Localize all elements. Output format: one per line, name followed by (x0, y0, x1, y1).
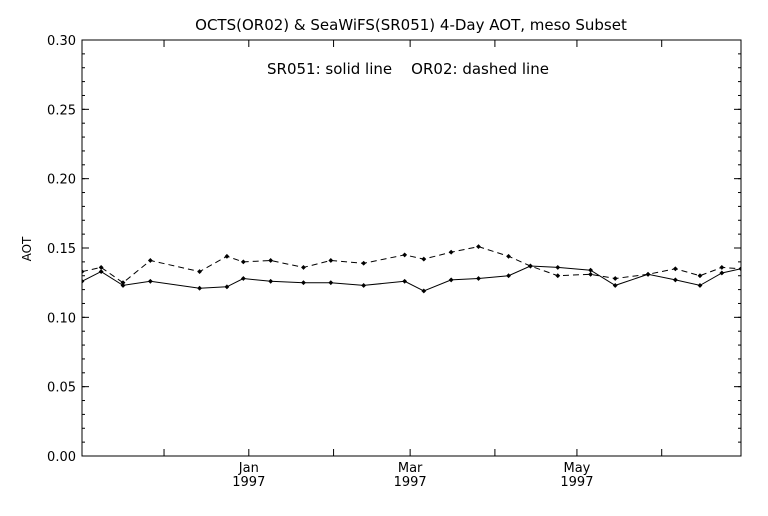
series-sr051 (82, 263, 741, 294)
series-layer (82, 244, 741, 294)
data-point (197, 285, 203, 291)
data-point (402, 252, 408, 258)
data-point (328, 258, 334, 263)
data-point (738, 266, 741, 272)
y-tick-label: 0.20 (47, 173, 76, 188)
data-point (402, 278, 408, 284)
data-point (361, 283, 367, 288)
chart-title: OCTS(OR02) & SeaWiFS(SR051) 4-Day AOT, m… (195, 16, 627, 34)
data-point (301, 280, 306, 286)
y-tick-label: 0.30 (47, 34, 76, 49)
data-point (645, 271, 651, 277)
data-point (82, 278, 85, 284)
data-point (588, 271, 594, 277)
data-point (328, 280, 334, 286)
y-tick-label: 0.05 (47, 381, 76, 396)
x-tick-label-month: Mar (398, 461, 423, 476)
y-tick-label: 0.15 (47, 242, 76, 257)
y-tick-label: 0.00 (47, 450, 76, 465)
series-line-sr051 (82, 265, 741, 292)
data-point (476, 276, 481, 281)
data-point (421, 288, 427, 294)
x-tick-label-year: 1997 (394, 475, 427, 490)
data-point (555, 264, 561, 270)
data-point (448, 249, 454, 255)
data-point (197, 269, 203, 274)
data-point (361, 260, 367, 266)
data-point (555, 273, 561, 279)
data-point (506, 273, 511, 279)
series-or02 (82, 244, 741, 286)
y-tick-label: 0.10 (47, 311, 76, 326)
data-point (528, 263, 533, 269)
data-point (82, 269, 85, 274)
data-point (240, 276, 246, 281)
data-point (476, 244, 481, 250)
y-axis: 0.00 0.05 0.10 0.15 0.20 0.25 0.30 (47, 34, 741, 465)
data-point (224, 253, 230, 259)
data-point (98, 269, 104, 274)
data-point (301, 264, 306, 270)
data-point (120, 280, 126, 286)
data-point (697, 283, 703, 288)
y-tick-label: 0.25 (47, 103, 76, 118)
legend-annotation: SR051: solid line OR02: dashed line (267, 60, 549, 78)
data-point (98, 264, 104, 270)
data-point (672, 277, 678, 283)
x-tick-label-month: Jan (238, 461, 259, 476)
data-point (506, 253, 511, 259)
data-point (719, 264, 725, 270)
series-line-or02 (82, 246, 741, 284)
data-point (672, 266, 678, 272)
data-point (120, 283, 126, 288)
data-point (612, 276, 618, 281)
x-tick-label-month: May (563, 461, 590, 476)
data-point (421, 256, 427, 262)
data-point (224, 284, 230, 290)
x-tick-label-year: 1997 (560, 475, 593, 490)
data-point (697, 273, 703, 279)
y-axis-label: AOT (20, 236, 34, 261)
data-point (448, 277, 454, 283)
data-point (268, 278, 274, 284)
data-point (719, 270, 725, 276)
data-point (147, 278, 153, 284)
plot-area-frame (81, 39, 742, 457)
data-point (240, 259, 246, 265)
x-tick-label-year: 1997 (232, 475, 265, 490)
data-point (612, 283, 618, 288)
data-point (147, 258, 153, 263)
data-point (268, 258, 274, 263)
